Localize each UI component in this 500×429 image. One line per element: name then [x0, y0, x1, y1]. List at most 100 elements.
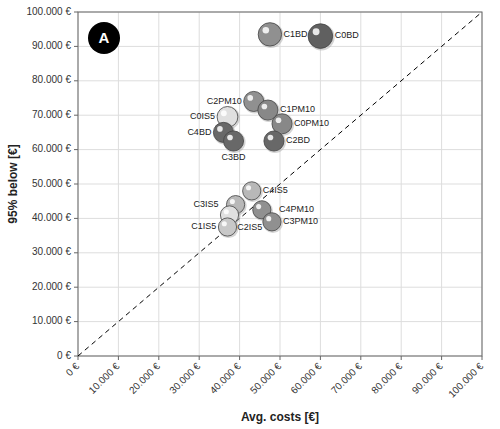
x-tick-label: 80.000 €: [369, 360, 405, 396]
bubble-shadow: [264, 131, 286, 153]
y-tick: [74, 184, 78, 185]
bubble-shadow: [258, 23, 283, 48]
panel-badge: [88, 22, 120, 54]
bubble-highlight: [262, 104, 268, 110]
x-tick-label: 90.000 €: [410, 360, 446, 396]
x-tick: [199, 356, 200, 360]
y-tick-label: 30.000 €: [32, 246, 71, 257]
grid: [78, 12, 482, 356]
point-label: C2PM10: [207, 96, 242, 106]
y-tick: [74, 12, 78, 13]
x-tick: [441, 356, 442, 360]
point-label: C4BD: [187, 127, 212, 137]
x-tick-label: 60.000 €: [288, 360, 324, 396]
y-tick: [74, 115, 78, 116]
y-tick: [74, 218, 78, 219]
y-tick-label: 0 €: [57, 350, 71, 361]
x-tick: [158, 356, 159, 360]
x-tick: [401, 356, 402, 360]
y-tick-label: 80.000 €: [32, 74, 71, 85]
bubble: [258, 23, 281, 46]
x-tick-label: 50.000 €: [248, 360, 284, 396]
bubble-highlight: [256, 204, 261, 209]
y-tick-label: 100.000 €: [27, 6, 72, 17]
bubble-highlight: [224, 209, 229, 214]
point-label: C3IS5: [193, 199, 218, 209]
bubble-shadow: [243, 182, 263, 202]
y-tick-label: 70.000 €: [32, 109, 71, 120]
x-axis-label: Avg. costs [€]: [241, 410, 319, 424]
x-tick-label: 20.000 €: [127, 360, 163, 396]
bubble-highlight: [227, 135, 233, 141]
point-label: C3PM10: [283, 216, 318, 226]
point-label: C1BD: [284, 29, 309, 39]
y-grid-line: [78, 252, 482, 253]
y-grid-line: [78, 46, 482, 47]
bubble: [218, 218, 236, 236]
x-tick: [280, 356, 281, 360]
x-tick: [320, 356, 321, 360]
bubble-shadow: [263, 213, 283, 233]
point-label: C1PM10: [280, 104, 315, 114]
plot-frame: [78, 12, 482, 356]
point-label: C3BD: [222, 152, 247, 162]
y-tick-label: 40.000 €: [32, 212, 71, 223]
y-tick: [74, 287, 78, 288]
bubble-highlight: [221, 110, 227, 116]
bubble: [243, 182, 261, 200]
x-tick: [118, 356, 119, 360]
bubble-highlight: [217, 126, 223, 132]
y-tick-label: 10.000 €: [32, 315, 71, 326]
y-tick: [74, 252, 78, 253]
y-axis-label: 95% below [€]: [6, 144, 20, 223]
x-tick: [78, 356, 79, 360]
bubble-highlight: [266, 216, 271, 221]
y-tick-label: 60.000 €: [32, 143, 71, 154]
bubble-shadow: [253, 201, 273, 221]
point-label: C4IS5: [263, 185, 288, 195]
y-tick: [74, 46, 78, 47]
bubble: [224, 131, 244, 151]
bubble-highlight: [247, 95, 253, 101]
y-grid-line: [78, 287, 482, 288]
identity-line: [78, 12, 482, 356]
x-tick-label: 100.000 €: [446, 360, 486, 400]
x-tick-label: 10.000 €: [86, 360, 122, 396]
point-label: C2IS5: [237, 222, 262, 232]
bubble-shadow: [218, 218, 238, 238]
bubble-shadow: [224, 131, 246, 153]
y-tick-label: 20.000 €: [32, 281, 71, 292]
chart: 0 €10.000 €20.000 €30.000 €40.000 €50.00…: [0, 0, 500, 429]
bubble-highlight: [246, 185, 251, 190]
bubble: [263, 213, 281, 231]
bubble-shadow: [308, 24, 335, 51]
bubble: [308, 24, 333, 49]
bubble: [264, 131, 284, 151]
y-grid-line: [78, 321, 482, 322]
bubble-highlight: [313, 28, 320, 35]
x-tick-label: 30.000 €: [167, 360, 203, 396]
y-tick: [74, 80, 78, 81]
point-label: C0IS5: [190, 111, 215, 121]
y-tick: [74, 149, 78, 150]
plot-area: [78, 12, 482, 356]
x-tick: [239, 356, 240, 360]
y-tick-label: 90.000 €: [32, 40, 71, 51]
bubble-highlight: [222, 221, 227, 226]
bubble-highlight: [276, 117, 282, 123]
point-label: C0BD: [335, 30, 360, 40]
x-tick-label: 0 €: [64, 360, 82, 378]
x-tick: [482, 356, 483, 360]
point-label: C0PM10: [294, 118, 329, 128]
point-label: C2BD: [286, 135, 311, 145]
point-label: C1IS5: [191, 221, 216, 231]
y-tick: [74, 356, 78, 357]
y-grid-line: [78, 80, 482, 81]
x-tick-label: 70.000 €: [329, 360, 365, 396]
bubble-highlight: [263, 27, 270, 34]
bubble-highlight: [268, 135, 274, 141]
y-tick: [74, 321, 78, 322]
panel-label: A: [99, 29, 110, 46]
point-label: C4PM10: [279, 204, 314, 214]
bubble-highlight: [230, 199, 235, 204]
